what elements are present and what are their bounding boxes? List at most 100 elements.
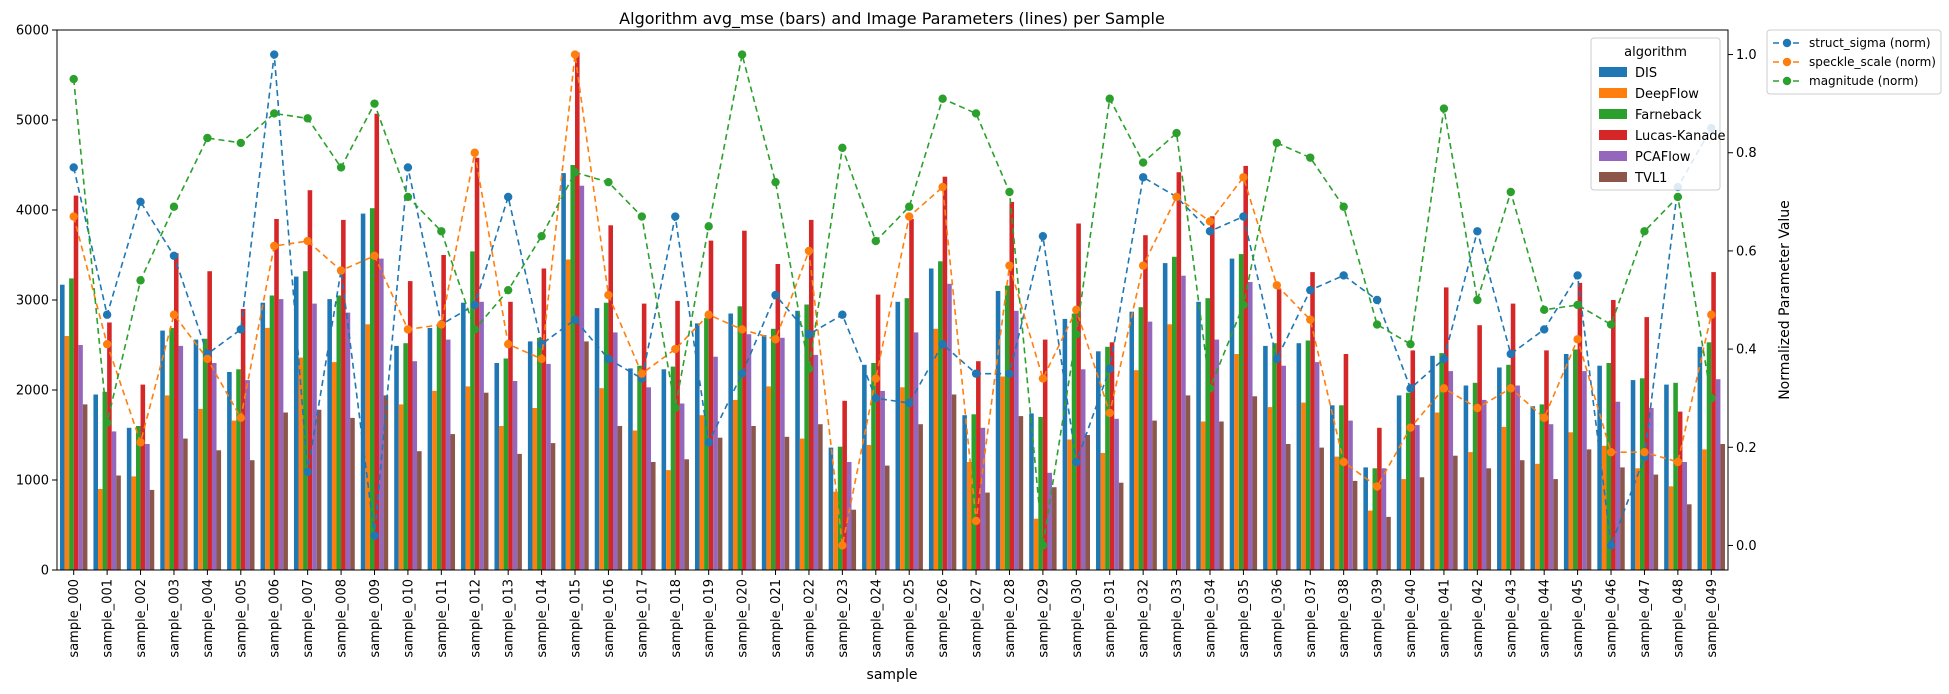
line-point bbox=[737, 369, 747, 378]
bar bbox=[1000, 376, 1005, 570]
bar bbox=[1497, 367, 1502, 570]
bar bbox=[216, 450, 222, 570]
bar bbox=[64, 336, 70, 570]
line-point bbox=[604, 177, 613, 187]
bar bbox=[1430, 355, 1435, 570]
bar bbox=[350, 417, 355, 570]
x-tick-label: sample_041 bbox=[1437, 579, 1452, 658]
bar bbox=[1668, 486, 1674, 570]
bar bbox=[880, 390, 885, 570]
bar bbox=[608, 225, 613, 571]
bar bbox=[1519, 460, 1525, 570]
bar bbox=[278, 299, 284, 570]
bar bbox=[1052, 487, 1057, 570]
bar bbox=[951, 394, 957, 570]
line-point bbox=[604, 354, 613, 364]
line-point bbox=[336, 266, 346, 275]
bar bbox=[102, 391, 108, 570]
bar bbox=[60, 284, 65, 570]
bar bbox=[1381, 468, 1387, 570]
line-point bbox=[1306, 153, 1315, 162]
bar bbox=[579, 185, 585, 570]
line-point bbox=[1072, 330, 1081, 339]
bar bbox=[245, 380, 250, 570]
bar bbox=[909, 219, 914, 570]
bar bbox=[231, 420, 237, 570]
line-point bbox=[1005, 187, 1014, 197]
y2-tick-label: 0.8 bbox=[1736, 146, 1757, 161]
bar bbox=[131, 476, 136, 570]
bar bbox=[1329, 405, 1335, 570]
line-point bbox=[1005, 369, 1014, 378]
y-tick-label: 4000 bbox=[16, 204, 49, 219]
x-tick-label: sample_008 bbox=[335, 579, 350, 658]
bar bbox=[846, 462, 852, 570]
bar bbox=[1597, 365, 1602, 570]
bar bbox=[1687, 504, 1692, 570]
bar bbox=[479, 301, 484, 570]
x-tick-label: sample_015 bbox=[569, 579, 584, 658]
legend-label: Farneback bbox=[1635, 108, 1702, 123]
line-point bbox=[671, 403, 680, 413]
line-point bbox=[1138, 173, 1148, 182]
line-point bbox=[1473, 227, 1482, 236]
bar bbox=[904, 298, 910, 570]
bar bbox=[862, 364, 867, 570]
bar bbox=[1296, 343, 1302, 570]
y-tick-label: 6000 bbox=[16, 24, 49, 39]
line-point bbox=[838, 143, 847, 153]
bar bbox=[866, 444, 872, 570]
bar bbox=[1582, 371, 1587, 570]
x-tick-label: sample_026 bbox=[936, 579, 951, 658]
bar bbox=[1615, 401, 1621, 570]
y2-tick-label: 0.0 bbox=[1736, 539, 1757, 554]
bar bbox=[193, 339, 199, 570]
bar bbox=[211, 363, 217, 570]
bar bbox=[666, 470, 671, 570]
bar bbox=[1219, 421, 1224, 570]
bar bbox=[1535, 463, 1540, 570]
x-tick-label: sample_037 bbox=[1304, 579, 1319, 658]
bar bbox=[813, 354, 819, 570]
line-point bbox=[136, 276, 145, 285]
bar bbox=[107, 322, 112, 570]
line-point bbox=[771, 177, 780, 187]
bar bbox=[828, 447, 834, 570]
bar bbox=[441, 255, 446, 570]
line-point bbox=[871, 393, 880, 403]
line-point bbox=[737, 50, 747, 59]
bar bbox=[82, 404, 88, 570]
bar bbox=[766, 386, 771, 570]
bar bbox=[465, 386, 471, 570]
line-point bbox=[303, 467, 312, 477]
line-point bbox=[69, 74, 78, 84]
bar bbox=[947, 283, 952, 570]
bar bbox=[1272, 343, 1277, 570]
bar bbox=[1639, 378, 1645, 570]
bar bbox=[1401, 479, 1406, 570]
bar bbox=[550, 443, 556, 570]
bar bbox=[661, 369, 667, 570]
bar bbox=[1281, 365, 1286, 570]
bar bbox=[499, 426, 504, 570]
bar bbox=[1009, 201, 1015, 570]
bar bbox=[594, 308, 600, 570]
legend-label: speckle_scale (norm) bbox=[1809, 55, 1936, 69]
legend-swatch bbox=[1599, 67, 1627, 77]
x-tick-label: sample_007 bbox=[301, 579, 316, 658]
bar bbox=[1386, 516, 1391, 570]
line-point bbox=[1707, 310, 1716, 319]
bar bbox=[1630, 380, 1636, 570]
line-point bbox=[1439, 104, 1449, 113]
bar bbox=[207, 271, 212, 570]
line-point bbox=[905, 212, 914, 221]
bar bbox=[93, 394, 98, 570]
line-point bbox=[136, 438, 145, 447]
bar bbox=[561, 173, 566, 570]
bar bbox=[928, 268, 934, 570]
line-point bbox=[971, 516, 981, 526]
bar bbox=[1314, 362, 1320, 570]
bar bbox=[307, 190, 313, 570]
x-tick-label: sample_030 bbox=[1070, 579, 1085, 658]
